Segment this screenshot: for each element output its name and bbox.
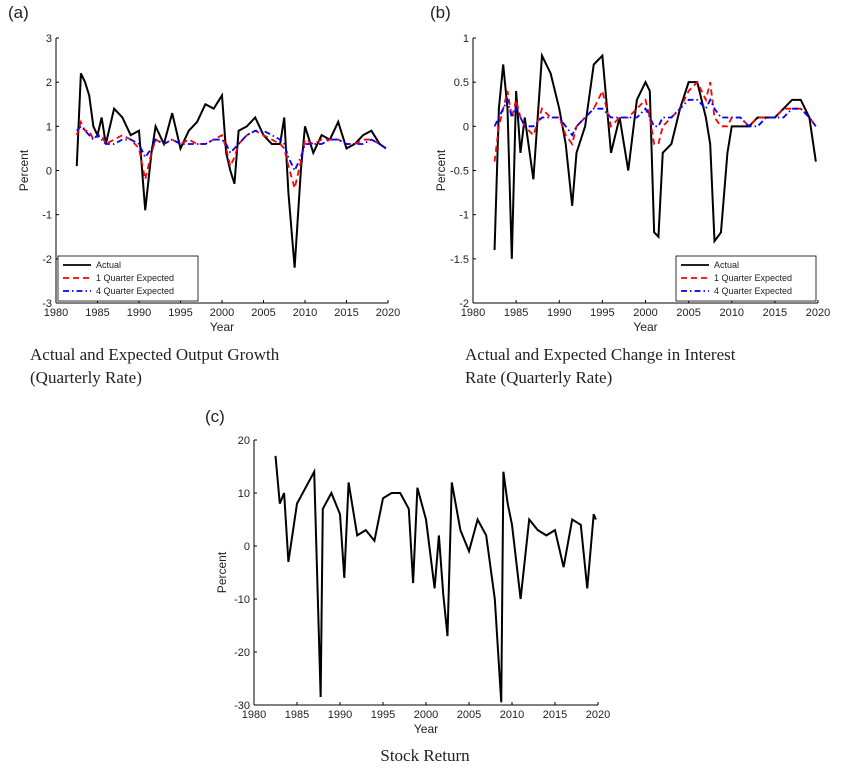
y-tick-label: 1 — [46, 121, 52, 133]
panel-label: (c) — [205, 407, 225, 426]
x-tick-label: 1985 — [285, 709, 309, 721]
x-tick-label: 2005 — [676, 307, 700, 319]
legend-box — [57, 255, 199, 302]
x-axis-title: Year — [414, 722, 438, 736]
x-tick-label: 1980 — [242, 709, 266, 721]
caption: (Quarterly Rate) — [30, 368, 142, 387]
x-tick-label: 2010 — [720, 307, 744, 319]
series-line — [274, 455, 597, 703]
series-line — [75, 119, 387, 192]
y-axis-title: Percent — [17, 149, 31, 191]
y-tick-label: 20 — [238, 435, 250, 447]
x-tick-label: 2020 — [376, 307, 400, 319]
x-tick-label: 2000 — [414, 709, 438, 721]
y-tick-label: 0 — [46, 166, 52, 178]
legend-box — [675, 255, 817, 302]
caption: Stock Return — [380, 746, 470, 765]
y-tick-label: 0 — [244, 541, 250, 553]
y-tick-label: 0.5 — [454, 77, 469, 89]
y-tick-label: 10 — [238, 488, 250, 500]
x-tick-label: 2015 — [543, 709, 567, 721]
series-line — [76, 125, 387, 173]
x-tick-label: 1980 — [44, 307, 68, 319]
x-tick-label: 1985 — [85, 307, 109, 319]
x-tick-label: 1990 — [127, 307, 151, 319]
y-tick-label: -3 — [42, 298, 52, 310]
x-tick-label: 2015 — [763, 307, 787, 319]
legend-label: Actual — [714, 260, 739, 270]
x-tick-label: 1995 — [168, 307, 192, 319]
y-tick-label: -0.5 — [450, 166, 469, 178]
y-axis-title: Percent — [215, 551, 229, 593]
x-tick-label: 2000 — [633, 307, 657, 319]
y-tick-label: -1.5 — [450, 254, 469, 266]
y-tick-label: -1 — [459, 210, 469, 222]
y-tick-label: -2 — [459, 298, 469, 310]
y-tick-label: -1 — [42, 210, 52, 222]
x-axis-title: Year — [210, 320, 234, 334]
x-tick-label: 2020 — [586, 709, 610, 721]
y-tick-label: -30 — [234, 700, 250, 712]
y-tick-label: 0 — [463, 121, 469, 133]
x-tick-label: 1990 — [328, 709, 352, 721]
x-tick-label: 1995 — [590, 307, 614, 319]
x-tick-label: 1995 — [371, 709, 395, 721]
y-tick-label: -20 — [234, 647, 250, 659]
legend-label: 1 Quarter Expected — [714, 273, 792, 283]
y-tick-label: 2 — [46, 77, 52, 89]
caption: Actual and Expected Output Growth — [30, 345, 280, 364]
x-tick-label: 2005 — [457, 709, 481, 721]
x-tick-label: 2000 — [210, 307, 234, 319]
panel-label: (b) — [430, 3, 451, 22]
legend-label: Actual — [96, 260, 121, 270]
caption: Actual and Expected Change in Interest — [465, 345, 736, 364]
x-tick-label: 1990 — [547, 307, 571, 319]
x-tick-label: 1980 — [461, 307, 485, 319]
x-tick-label: 2010 — [293, 307, 317, 319]
x-tick-label: 2015 — [334, 307, 358, 319]
x-tick-label: 1985 — [504, 307, 528, 319]
series-line — [493, 51, 817, 259]
caption: Rate (Quarterly Rate) — [465, 368, 612, 387]
legend-label: 1 Quarter Expected — [96, 273, 174, 283]
y-tick-label: 3 — [46, 33, 52, 45]
legend-label: 4 Quarter Expected — [714, 286, 792, 296]
y-tick-label: -2 — [42, 254, 52, 266]
y-axis-title: Percent — [434, 149, 448, 191]
series-line — [493, 80, 817, 162]
x-tick-label: 2020 — [806, 307, 830, 319]
y-tick-label: -10 — [234, 594, 250, 606]
legend-label: 4 Quarter Expected — [96, 286, 174, 296]
series-line — [75, 72, 387, 268]
x-axis-title: Year — [633, 320, 657, 334]
panel-label: (a) — [8, 3, 29, 22]
y-tick-label: 1 — [463, 33, 469, 45]
x-tick-label: 2005 — [251, 307, 275, 319]
x-tick-label: 2010 — [500, 709, 524, 721]
series-line — [493, 97, 817, 137]
